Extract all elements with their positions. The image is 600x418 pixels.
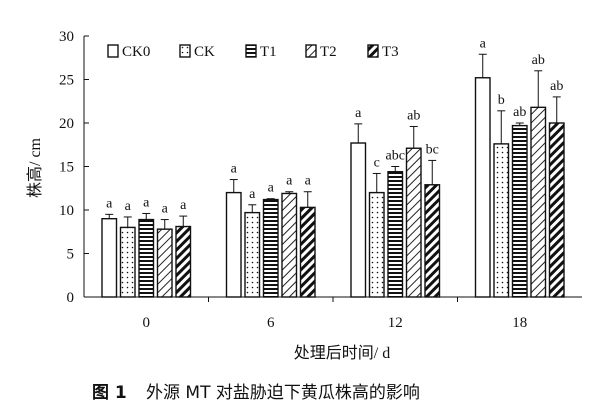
- legend-item-t3: T3: [367, 44, 399, 60]
- y-tick-label: 25: [59, 73, 74, 89]
- legend-item-t2: T2: [305, 44, 337, 60]
- bar-ck-6: [244, 211, 261, 298]
- bar-t1-18: [511, 124, 528, 298]
- significance-letter: a: [268, 181, 275, 196]
- legend-swatch: [367, 44, 379, 58]
- bar-t2-12: [405, 147, 422, 298]
- legend-swatch: [179, 44, 191, 58]
- bar-t3-12: [424, 184, 441, 298]
- axes: 0 5 10 15 20 25 30 0 6 12 18: [59, 29, 582, 331]
- significance-letter: b: [498, 93, 505, 108]
- bar-ck-18: [493, 143, 510, 298]
- legend-label: T3: [382, 44, 399, 60]
- y-tick-label: 30: [59, 29, 74, 45]
- significance-letter: bc: [426, 142, 439, 157]
- bar-t3-18: [548, 122, 565, 298]
- legend-label: T1: [260, 44, 277, 60]
- y-tick-label: 0: [67, 290, 75, 306]
- legend-item-t1: T1: [245, 44, 277, 60]
- bar-t2-0: [156, 228, 173, 298]
- bar-ck0-6: [225, 191, 242, 298]
- bar-t2-6: [281, 192, 298, 298]
- significance-letter: a: [355, 106, 362, 121]
- bar-t1-6: [262, 198, 279, 298]
- figure-caption: 图 1 外源 MT 对盐胁迫下黄瓜株高的影响: [92, 383, 420, 403]
- significance-letter: a: [286, 174, 293, 189]
- significance-letter: a: [143, 195, 150, 210]
- significance-letter: a: [106, 196, 113, 211]
- legend-label: T2: [320, 44, 337, 60]
- significance-letter: abc: [386, 149, 405, 164]
- bar-ck0-18: [474, 77, 491, 298]
- legend-swatch: [107, 44, 119, 58]
- significance-letter: a: [480, 36, 487, 51]
- x-tick-label: 12: [388, 315, 403, 331]
- bar-ck-0: [119, 226, 136, 298]
- x-tick-label: 0: [143, 315, 151, 331]
- bar-ck0-12: [350, 142, 367, 298]
- caption-number: 图 1: [92, 383, 127, 403]
- significance-letter: ab: [532, 53, 545, 68]
- significance-letter: a: [125, 199, 132, 214]
- significance-letter: a: [180, 198, 187, 213]
- legend-swatch: [245, 44, 257, 58]
- x-tick-label: 18: [512, 315, 527, 331]
- y-tick-label: 10: [59, 203, 74, 219]
- x-axis-label: 处理后时间/ d: [294, 344, 390, 362]
- legend-swatch: [305, 44, 317, 58]
- y-axis-label: 株高/ cm: [26, 137, 44, 198]
- legend: CK0 CK T1 T2 T3: [107, 44, 399, 60]
- significance-letter: ab: [513, 105, 526, 120]
- y-tick-label: 5: [67, 247, 75, 263]
- y-tick-label: 15: [59, 160, 74, 176]
- bar-t1-12: [387, 171, 404, 298]
- y-tick-label: 20: [59, 116, 74, 132]
- significance-letter: a: [249, 187, 256, 202]
- x-tick-label: 6: [267, 315, 275, 331]
- significance-letter: c: [374, 155, 380, 170]
- significance-letter: ab: [407, 108, 420, 123]
- significance-letter: a: [162, 202, 169, 217]
- significance-letter: ab: [550, 79, 563, 94]
- bar-ck-12: [368, 191, 385, 298]
- caption-text: 外源 MT 对盐胁迫下黄瓜株高的影响: [146, 383, 420, 403]
- bar-ck0-0: [101, 217, 118, 298]
- legend-label: CK: [194, 44, 215, 60]
- significance-letter: a: [305, 174, 312, 189]
- bar-t3-6: [299, 206, 316, 298]
- legend-item-ck: CK: [179, 44, 215, 60]
- legend-label: CK0: [122, 44, 150, 60]
- bar-t1-0: [138, 218, 155, 298]
- significance-letter: a: [231, 162, 238, 177]
- legend-item-ck0: CK0: [107, 44, 150, 60]
- bar-t2-18: [530, 106, 547, 298]
- bar-t3-0: [175, 225, 192, 298]
